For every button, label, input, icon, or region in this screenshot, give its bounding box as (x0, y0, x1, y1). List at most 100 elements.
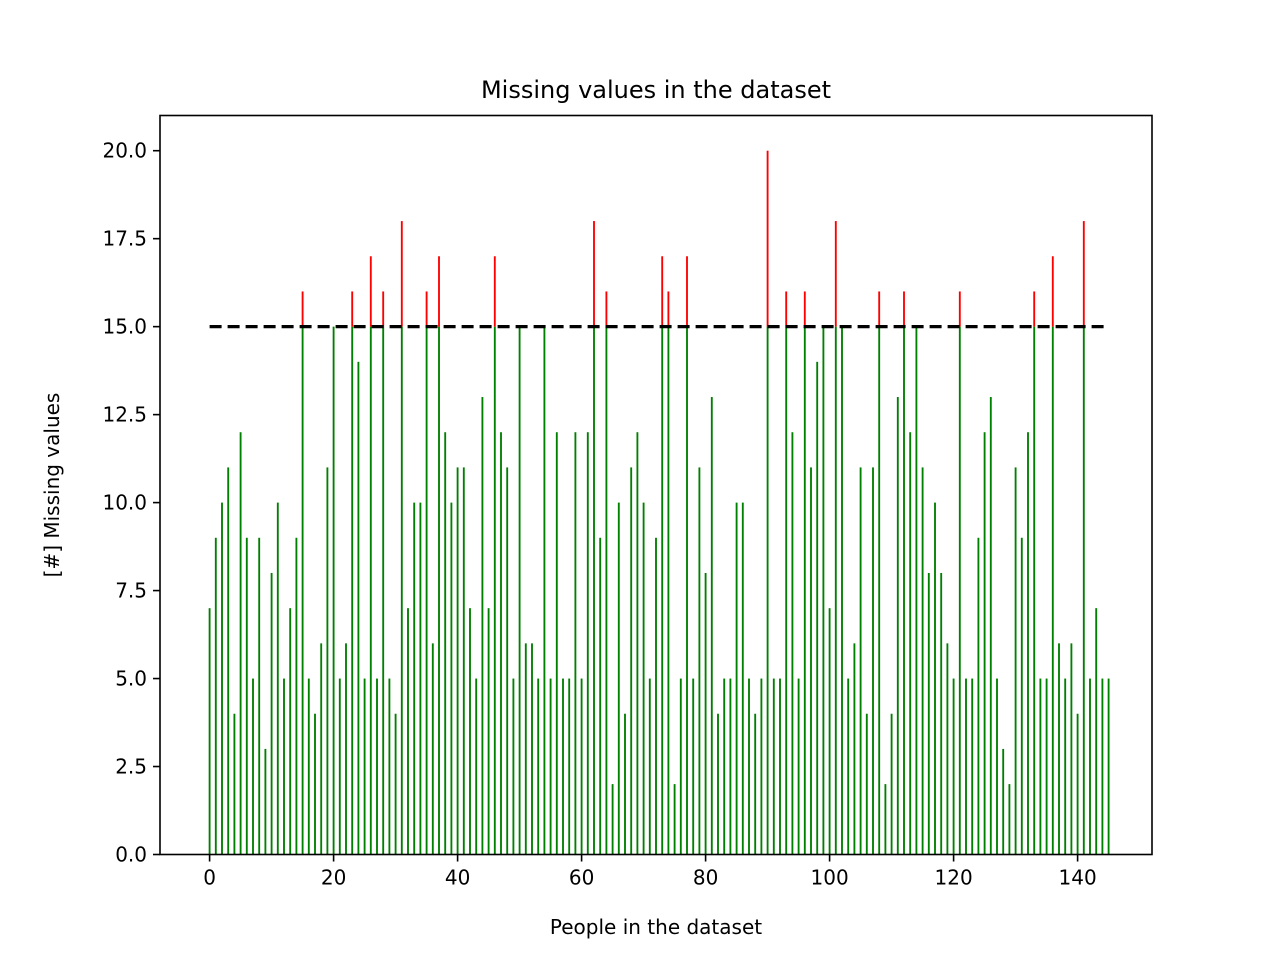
bar-below-threshold (574, 432, 577, 855)
bar-61 (586, 432, 589, 855)
bar-below-threshold (332, 326, 335, 855)
bar-below-threshold (661, 326, 664, 855)
bar-53 (537, 678, 540, 855)
bar-below-threshold (208, 608, 211, 855)
bar-above-threshold (766, 150, 769, 327)
bar-143 (1095, 608, 1098, 855)
chart-title: Missing values in the dataset (481, 76, 831, 104)
bar-below-threshold (915, 326, 918, 855)
bar-35 (425, 291, 428, 855)
bar-below-threshold (1107, 678, 1110, 855)
bar-74 (667, 291, 670, 855)
bar-123 (971, 678, 974, 855)
bar-below-threshold (580, 678, 583, 855)
bar-below-threshold (828, 608, 831, 855)
bar-95 (797, 678, 800, 855)
bar-60 (580, 678, 583, 855)
bar-below-threshold (512, 678, 515, 855)
bar-below-threshold (605, 326, 608, 855)
bar-below-threshold (1082, 326, 1085, 855)
bar-below-threshold (376, 678, 378, 855)
bar-25 (363, 678, 366, 855)
bar-below-threshold (741, 502, 744, 855)
bar-below-threshold (704, 572, 707, 855)
bar-below-threshold (760, 678, 763, 855)
bar-below-threshold (1008, 784, 1011, 855)
bar-59 (574, 432, 577, 855)
bar-49 (512, 678, 515, 855)
bar-below-threshold (425, 326, 428, 855)
bar-above-threshold (686, 256, 688, 327)
bar-below-threshold (568, 678, 571, 855)
bar-40 (456, 467, 459, 855)
bar-below-threshold (320, 643, 323, 855)
bar-57 (562, 678, 564, 855)
bar-19 (326, 467, 329, 855)
bar-above-threshold (438, 256, 440, 327)
bar-108 (878, 291, 881, 855)
bar-below-threshold (1076, 713, 1079, 855)
bar-47 (500, 432, 502, 855)
bar-below-threshold (667, 326, 670, 855)
bar-8 (258, 537, 261, 855)
x-tick-label: 100 (811, 866, 849, 890)
bar-below-threshold (710, 397, 713, 855)
bar-below-threshold (692, 678, 695, 855)
bar-5 (239, 432, 242, 855)
bar-3 (227, 467, 230, 855)
bar-below-threshold (754, 713, 757, 855)
y-tick-label: 2.5 (115, 755, 147, 779)
bar-below-threshold (1014, 467, 1017, 855)
bar-below-threshold (1039, 678, 1042, 855)
x-tick-label: 0 (203, 866, 216, 890)
bar-99 (822, 326, 825, 855)
bar-54 (543, 326, 546, 855)
bar-below-threshold (307, 678, 310, 855)
bar-below-threshold (847, 678, 850, 855)
bar-77 (686, 256, 688, 855)
bar-below-threshold (524, 643, 527, 855)
bar-1 (214, 537, 217, 855)
bar-135 (1045, 678, 1048, 855)
bar-132 (1027, 432, 1029, 855)
bar-70 (642, 502, 645, 855)
bar-below-threshold (1020, 537, 1023, 855)
bar-46 (493, 256, 496, 855)
x-tick-label: 60 (569, 866, 594, 890)
x-axis: 0 20 40 60 80 100 120 140 (203, 854, 1097, 890)
bar-below-threshold (772, 678, 775, 855)
bar-69 (636, 432, 639, 855)
bar-112 (903, 291, 905, 855)
bar-below-threshold (810, 467, 812, 855)
bar-below-threshold (946, 643, 949, 855)
bar-142 (1089, 678, 1091, 855)
bar-below-threshold (276, 502, 279, 855)
bar-18 (320, 643, 323, 855)
bar-below-threshold (940, 572, 943, 855)
bar-145 (1107, 678, 1110, 855)
bar-below-threshold (586, 432, 589, 855)
bar-below-threshold (233, 713, 236, 855)
bar-below-threshold (369, 326, 372, 855)
bar-below-threshold (1033, 326, 1036, 855)
bar-116 (927, 572, 930, 855)
bar-106 (865, 713, 868, 855)
bar-above-threshold (785, 291, 788, 327)
bar-93 (785, 291, 788, 855)
bar-41 (462, 467, 465, 855)
bar-above-threshold (369, 256, 372, 327)
bar-below-threshold (227, 467, 230, 855)
bar-below-threshold (958, 326, 961, 855)
bar-29 (388, 678, 391, 855)
bar-below-threshold (834, 326, 837, 855)
bar-22 (345, 643, 347, 855)
bar-below-threshold (766, 326, 769, 855)
bar-15 (301, 291, 304, 855)
bar-11 (276, 502, 279, 855)
bar-117 (934, 502, 936, 855)
bar-28 (382, 291, 385, 855)
bar-below-threshold (444, 432, 447, 855)
bar-64 (605, 291, 608, 855)
